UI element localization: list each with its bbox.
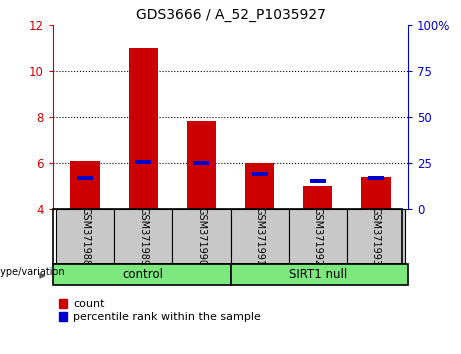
Text: GSM371992: GSM371992 [313, 207, 323, 266]
Bar [347, 209, 405, 264]
Bar [230, 209, 289, 264]
Bar [56, 209, 114, 264]
Bar [129, 48, 158, 209]
Bar [53, 264, 230, 285]
Text: GSM371989: GSM371989 [138, 207, 148, 266]
Bar [252, 172, 267, 176]
Bar [135, 160, 151, 164]
Text: control: control [123, 268, 164, 281]
Bar [289, 209, 347, 264]
Text: GSM371993: GSM371993 [371, 207, 381, 266]
Text: GSM371988: GSM371988 [80, 207, 90, 266]
Bar [114, 209, 172, 264]
Text: SIRT1 null: SIRT1 null [289, 268, 347, 281]
Bar [77, 176, 93, 180]
Text: GSM371991: GSM371991 [254, 207, 265, 266]
Bar [245, 163, 274, 209]
Bar [71, 161, 100, 209]
Bar [187, 121, 216, 209]
Text: genotype/variation: genotype/variation [0, 267, 65, 276]
Bar [368, 176, 384, 180]
Bar [230, 264, 408, 285]
Bar [172, 209, 230, 264]
Bar [310, 179, 326, 183]
Title: GDS3666 / A_52_P1035927: GDS3666 / A_52_P1035927 [136, 8, 325, 22]
Legend: count, percentile rank within the sample: count, percentile rank within the sample [59, 299, 261, 322]
Bar [361, 177, 390, 209]
Bar [303, 186, 332, 209]
Text: GSM371990: GSM371990 [196, 207, 207, 266]
Bar [194, 161, 209, 165]
